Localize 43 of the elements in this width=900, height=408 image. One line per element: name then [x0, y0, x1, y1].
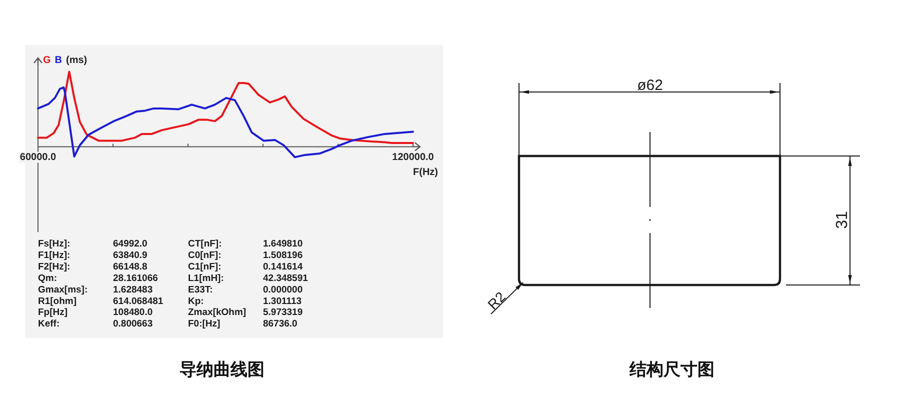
text: 1.649810 — [263, 238, 303, 250]
text: Zmax[kOhm] — [188, 307, 246, 318]
text: 42.348591 — [263, 272, 309, 284]
text: 614.068481 — [113, 296, 164, 307]
text: Keff: — [38, 318, 60, 330]
text: CT[nF]: — [188, 238, 222, 250]
text: C1[nF]: — [188, 261, 222, 272]
text: 0.800663 — [113, 318, 153, 330]
x-axis-title: F(Hz) — [413, 167, 438, 178]
text: 64992.0 — [113, 238, 148, 250]
text: F1[Hz]: — [38, 250, 70, 261]
text: 1.508196 — [263, 250, 303, 261]
text: F0:[Hz] — [188, 318, 220, 330]
text: 28.161066 — [113, 272, 158, 284]
text: 1.301113 — [263, 296, 302, 307]
x-tick-label: 60000.0 — [20, 152, 57, 163]
text: 0.000000 — [263, 284, 303, 296]
text: L1[mH]: — [188, 272, 224, 284]
y-axis-title: (ms) — [66, 55, 88, 66]
text: 1.628483 — [113, 284, 153, 296]
x-tick-label: 120000.0 — [392, 152, 434, 163]
text: 63840.9 — [113, 250, 148, 261]
text: 108480.0 — [113, 307, 153, 318]
text: C0[nF]: — [188, 250, 222, 261]
text: R2 — [484, 288, 509, 312]
series-label: G — [43, 55, 51, 66]
text: 5.973319 — [263, 307, 303, 318]
text: B — [54, 55, 62, 66]
text: 0.141614 — [263, 261, 304, 272]
text: 导纳曲线图 — [180, 360, 264, 379]
text: R1[ohm] — [38, 296, 77, 307]
text: 31 — [834, 211, 851, 229]
text: 结构尺寸图 — [628, 360, 714, 379]
text: Gmax[ms]: — [38, 284, 88, 296]
text: 66148.8 — [113, 261, 148, 272]
text: Fp[Hz] — [38, 307, 68, 318]
text: Fs[Hz]: — [38, 238, 70, 250]
text: Kp: — [188, 296, 204, 307]
text: E33T: — [188, 284, 213, 296]
text: ø62 — [637, 77, 663, 94]
text: Qm: — [38, 272, 57, 284]
text: 86736.0 — [263, 318, 298, 330]
text: F2[Hz]: — [38, 261, 70, 272]
